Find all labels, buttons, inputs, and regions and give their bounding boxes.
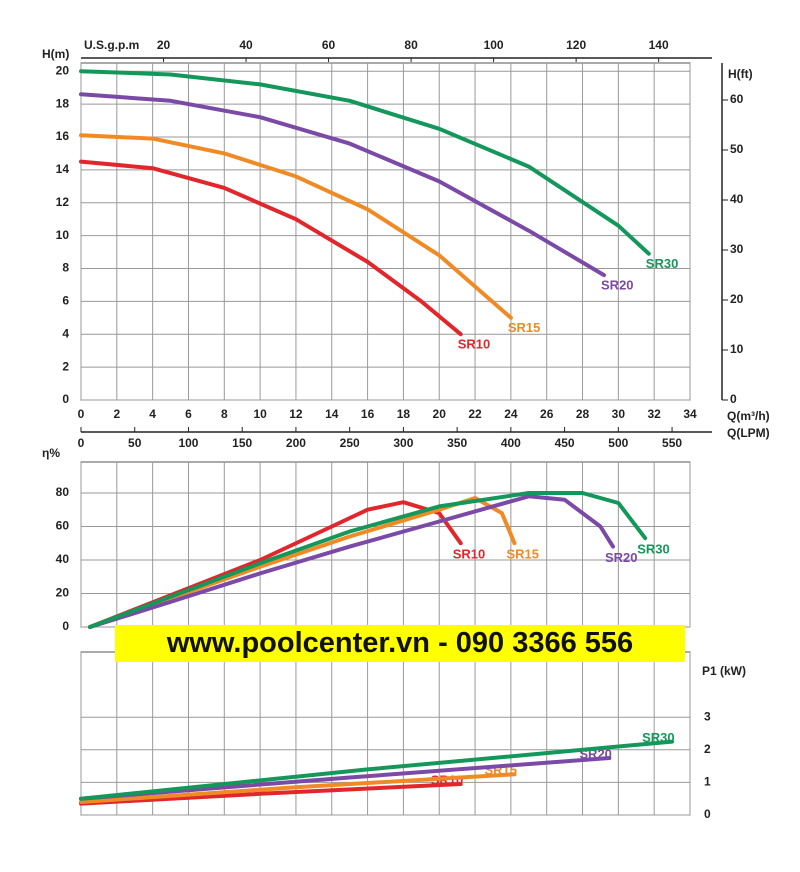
y-tick-label: 12 — [56, 195, 70, 209]
x-tick-label: 16 — [361, 407, 375, 421]
series-label: SR10 — [453, 547, 486, 562]
x2-tick-label: 100 — [178, 436, 198, 450]
x-top-tick-label: 40 — [239, 38, 253, 52]
x-top-tick-label: 120 — [566, 38, 586, 52]
y-tick-label: 20 — [56, 586, 70, 600]
y2-axis-label: H(ft) — [728, 67, 753, 81]
series-line — [79, 739, 675, 801]
series-label: SR15 — [506, 547, 539, 562]
x-tick-label: 26 — [540, 407, 554, 421]
x-tick-label: 30 — [612, 407, 626, 421]
y-tick-label: 0 — [62, 392, 69, 406]
x2-tick-label: 200 — [286, 436, 306, 450]
series-label: SR30 — [637, 542, 670, 557]
y-tick-label: 8 — [62, 261, 69, 275]
y2-tick-label: 40 — [730, 192, 744, 206]
y2-tick-label: 0 — [730, 392, 737, 406]
x-tick-label: 28 — [576, 407, 590, 421]
y-tick-label: 2 — [62, 359, 69, 373]
series-label: SR30 — [642, 730, 675, 745]
y-tick-label: 16 — [56, 129, 70, 143]
x-axis-label: Q(m³/h) — [727, 409, 770, 423]
x2-tick-label: 350 — [447, 436, 467, 450]
x2-tick-label: 300 — [393, 436, 413, 450]
y-tick-label: 6 — [62, 294, 69, 308]
series-line — [79, 69, 651, 256]
x-tick-label: 18 — [397, 407, 411, 421]
x2-tick-label: 500 — [608, 436, 628, 450]
y2-tick-label: 50 — [730, 142, 744, 156]
series-line — [79, 772, 517, 804]
x-top-tick-label: 80 — [404, 38, 418, 52]
series-line — [88, 494, 615, 629]
x-tick-label: 10 — [253, 407, 267, 421]
series-line — [79, 133, 513, 320]
x2-tick-label: 0 — [78, 436, 85, 450]
x2-tick-label: 450 — [555, 436, 575, 450]
series-line — [79, 159, 463, 337]
x-tick-label: 12 — [289, 407, 303, 421]
y2-tick-label: 30 — [730, 242, 744, 256]
x-tick-label: 14 — [325, 407, 339, 421]
y2-tick-label: 60 — [730, 92, 744, 106]
series-line — [88, 491, 648, 629]
y-tick-label: 60 — [56, 519, 70, 533]
y-tick-label: 3 — [704, 709, 711, 723]
x-tick-label: 6 — [185, 407, 192, 421]
x-top-axis-label: U.S.g.p.m — [84, 38, 139, 52]
y-tick-label: 2 — [704, 742, 711, 756]
y-tick-label: 14 — [56, 162, 70, 176]
x2-tick-label: 550 — [662, 436, 682, 450]
y-tick-label: 0 — [704, 807, 711, 821]
y-axis-label: η% — [42, 446, 60, 460]
x-tick-label: 22 — [468, 407, 482, 421]
y-tick-label: 80 — [56, 485, 70, 499]
y-tick-label: 40 — [56, 552, 70, 566]
x2-tick-label: 400 — [501, 436, 521, 450]
y-axis-label: H(m) — [42, 47, 69, 61]
series-line — [79, 782, 463, 806]
x-tick-label: 34 — [683, 407, 697, 421]
x2-tick-label: 150 — [232, 436, 252, 450]
series-line — [79, 92, 606, 278]
y2-tick-label: 10 — [730, 342, 744, 356]
x-tick-label: 2 — [113, 407, 120, 421]
x-tick-label: 24 — [504, 407, 518, 421]
y-tick-label: 4 — [62, 326, 69, 340]
series-label: SR20 — [605, 550, 638, 565]
series-label: SR30 — [646, 256, 679, 271]
x-tick-label: 8 — [221, 407, 228, 421]
x-tick-label: 4 — [149, 407, 156, 421]
y-tick-label: 18 — [56, 96, 70, 110]
x-tick-label: 0 — [78, 407, 85, 421]
y-tick-label: 10 — [56, 228, 70, 242]
watermark: www.poolcenter.vn - 090 3366 556 — [115, 625, 685, 662]
y-tick-label: 1 — [704, 775, 711, 789]
series-label: SR10 — [458, 337, 491, 352]
x-tick-label: 32 — [647, 407, 661, 421]
y2-tick-label: 20 — [730, 292, 744, 306]
y-tick-label: 20 — [56, 63, 70, 77]
x2-tick-label: 50 — [128, 436, 142, 450]
series-line — [79, 756, 612, 801]
x-top-tick-label: 60 — [322, 38, 336, 52]
x2-axis-label: Q(LPM) — [727, 426, 770, 440]
series-label: SR20 — [601, 278, 634, 293]
x-top-tick-label: 140 — [649, 38, 669, 52]
series-label: SR15 — [508, 320, 541, 335]
x-top-tick-label: 100 — [484, 38, 504, 52]
x2-tick-label: 250 — [340, 436, 360, 450]
y-tick-label: 0 — [62, 619, 69, 633]
x-tick-label: 20 — [433, 407, 447, 421]
x-top-tick-label: 20 — [157, 38, 171, 52]
y-axis-label: P1 (kW) — [702, 664, 746, 678]
